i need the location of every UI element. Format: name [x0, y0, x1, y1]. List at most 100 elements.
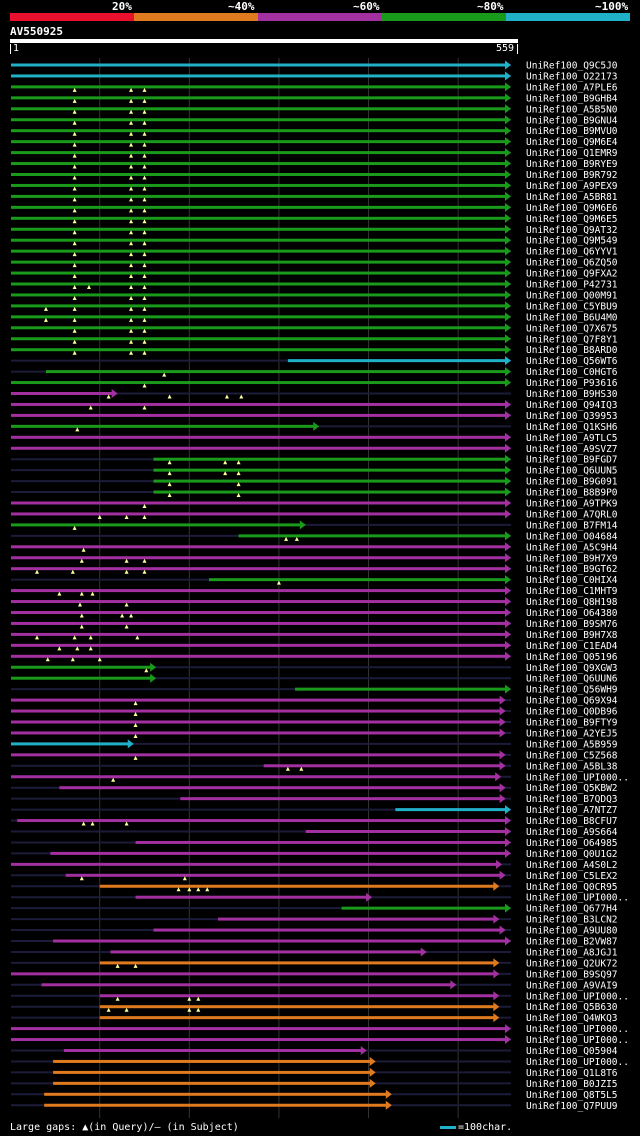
hit-bar[interactable]	[11, 567, 506, 571]
hit-label[interactable]: UniRef100_A9SVZ7	[526, 444, 618, 455]
hit-row[interactable]: UniRef100_B9G091	[11, 476, 618, 488]
hit-row[interactable]: UniRef100_Q9XGW3	[11, 662, 618, 674]
hit-bar[interactable]	[11, 293, 506, 297]
hit-row[interactable]: UniRef100_A5BR81	[11, 191, 618, 203]
hit-bar[interactable]	[153, 468, 506, 472]
hit-label[interactable]: UniRef100_Q1L8T6	[526, 1068, 618, 1079]
hit-row[interactable]: UniRef100_Q677H4	[11, 903, 618, 915]
hit-bar[interactable]	[11, 654, 506, 658]
hit-row[interactable]: UniRef100_A5BL38	[11, 761, 618, 772]
hit-row[interactable]: UniRef100_B9HS30	[11, 389, 618, 400]
hit-bar[interactable]	[11, 621, 506, 625]
hit-bar[interactable]	[11, 753, 501, 757]
hit-label[interactable]: UniRef100_B3LCN2	[526, 915, 618, 926]
hit-row[interactable]: UniRef100_UPI000..	[11, 1024, 629, 1035]
hit-label[interactable]: UniRef100_Q8T5L5	[526, 1090, 618, 1101]
hit-bar[interactable]	[63, 1049, 362, 1052]
hit-bar[interactable]	[53, 1059, 371, 1063]
hit-row[interactable]: UniRef100_C1MHT9	[11, 586, 618, 597]
hit-bar[interactable]	[11, 183, 506, 187]
hit-row[interactable]: UniRef100_B9RYE9	[11, 159, 618, 170]
hit-label[interactable]: UniRef100_B9GNU4	[526, 115, 618, 126]
hit-label[interactable]: UniRef100_Q9M6E6	[526, 203, 618, 214]
hit-row[interactable]: UniRef100_B7QDQ3	[11, 794, 618, 805]
hit-row[interactable]: UniRef100_Q7X675	[11, 323, 618, 334]
hit-row[interactable]: UniRef100_O64985	[11, 837, 618, 849]
hit-label[interactable]: UniRef100_Q8H198	[526, 597, 618, 608]
hit-bar[interactable]	[341, 906, 506, 910]
hit-bar[interactable]	[11, 665, 152, 669]
hit-bar[interactable]	[11, 96, 506, 100]
hit-bar[interactable]	[11, 698, 501, 702]
hit-label[interactable]: UniRef100_B2VW87	[526, 937, 618, 948]
hit-label[interactable]: UniRef100_O64985	[526, 838, 618, 849]
hit-row[interactable]: UniRef100_Q9M6E6	[11, 202, 618, 214]
hit-label[interactable]: UniRef100_Q6UUN6	[526, 674, 618, 685]
hit-bar[interactable]	[59, 786, 501, 790]
hit-bar[interactable]	[53, 1070, 371, 1074]
hit-bar[interactable]	[44, 1103, 387, 1107]
hit-label[interactable]: UniRef100_B9SM76	[526, 619, 618, 630]
hit-label[interactable]: UniRef100_Q9FXA2	[526, 269, 618, 280]
hit-bar[interactable]	[153, 490, 506, 494]
hit-label[interactable]: UniRef100_C1EAD4	[526, 641, 618, 652]
hit-label[interactable]: UniRef100_O22173	[526, 71, 618, 82]
hit-row[interactable]: UniRef100_Q56WH9	[11, 684, 618, 696]
hit-bar[interactable]	[11, 731, 501, 735]
hit-label[interactable]: UniRef100_Q7PUU9	[526, 1101, 618, 1112]
hit-row[interactable]: UniRef100_O04684	[11, 531, 618, 542]
hit-bar[interactable]	[11, 424, 315, 428]
hit-bar[interactable]	[238, 534, 506, 538]
hit-label[interactable]: UniRef100_A9VAI9	[526, 980, 618, 991]
hit-row[interactable]: UniRef100_C1EAD4	[11, 640, 618, 652]
hit-bar[interactable]	[11, 140, 506, 144]
hit-bar[interactable]	[287, 359, 506, 363]
hit-label[interactable]: UniRef100_B0JZI5	[526, 1079, 618, 1090]
hit-bar[interactable]	[99, 884, 495, 888]
hit-label[interactable]: UniRef100_P93616	[526, 378, 618, 389]
hit-bar[interactable]	[11, 216, 506, 220]
hit-bar[interactable]	[45, 370, 507, 374]
hit-label[interactable]: UniRef100_A8JGJ1	[526, 947, 618, 958]
hit-row[interactable]: UniRef100_UPI000..	[11, 991, 629, 1002]
hit-row[interactable]: UniRef100_B9H7X9	[11, 553, 618, 564]
hit-label[interactable]: UniRef100_Q1EMR9	[526, 148, 618, 159]
hit-bar[interactable]	[11, 381, 506, 385]
hit-label[interactable]: UniRef100_A2YEJ5	[526, 728, 618, 739]
hit-label[interactable]: UniRef100_B9GHB4	[526, 93, 618, 104]
hit-label[interactable]: UniRef100_Q94IQ3	[526, 400, 618, 411]
hit-label[interactable]: UniRef100_B8B9P0	[526, 488, 618, 499]
hit-label[interactable]: UniRef100_Q0U1G2	[526, 849, 618, 860]
hit-bar[interactable]	[11, 600, 506, 604]
hit-label[interactable]: UniRef100_A9TLC5	[526, 433, 618, 444]
hit-row[interactable]: UniRef100_O64380	[11, 608, 618, 619]
hit-row[interactable]: UniRef100_P93616	[11, 378, 618, 389]
hit-label[interactable]: UniRef100_A5C9H4	[526, 542, 618, 553]
hit-row[interactable]: UniRef100_Q6UUN5	[11, 465, 618, 477]
hit-row[interactable]: UniRef100_Q8T5L5	[11, 1089, 618, 1101]
hit-bar[interactable]	[17, 819, 507, 823]
hit-bar[interactable]	[11, 326, 506, 330]
hit-label[interactable]: UniRef100_C0HIX4	[526, 575, 618, 586]
hit-bar[interactable]	[11, 118, 506, 122]
hit-row[interactable]: UniRef100_Q1L8T6	[11, 1067, 618, 1079]
hit-label[interactable]: UniRef100_B9G091	[526, 477, 618, 488]
hit-bar[interactable]	[11, 446, 506, 450]
hit-label[interactable]: UniRef100_B7QDQ3	[526, 794, 618, 805]
hit-row[interactable]: UniRef100_C0HGT6	[11, 367, 618, 378]
hit-label[interactable]: UniRef100_UPI000..	[526, 1057, 629, 1068]
hit-label[interactable]: UniRef100_O04684	[526, 531, 618, 542]
hit-row[interactable]: UniRef100_A9TLC5	[11, 432, 618, 444]
hit-bar[interactable]	[295, 687, 506, 691]
hit-label[interactable]: UniRef100_C5LEX2	[526, 871, 618, 882]
hit-row[interactable]: UniRef100_Q00M91	[11, 290, 618, 301]
hit-row[interactable]: UniRef100_Q56WT6	[11, 356, 618, 367]
hit-row[interactable]: UniRef100_Q0DB96	[11, 706, 618, 718]
hit-label[interactable]: UniRef100_B9MVU0	[526, 126, 618, 137]
hit-label[interactable]: UniRef100_A9S664	[526, 827, 618, 838]
hit-row[interactable]: UniRef100_Q9M549	[11, 235, 618, 247]
hit-bar[interactable]	[11, 282, 506, 286]
hit-label[interactable]: UniRef100_B9HS30	[526, 389, 618, 400]
hit-bar[interactable]	[11, 227, 506, 231]
hit-label[interactable]: UniRef100_Q9M6E5	[526, 214, 618, 225]
